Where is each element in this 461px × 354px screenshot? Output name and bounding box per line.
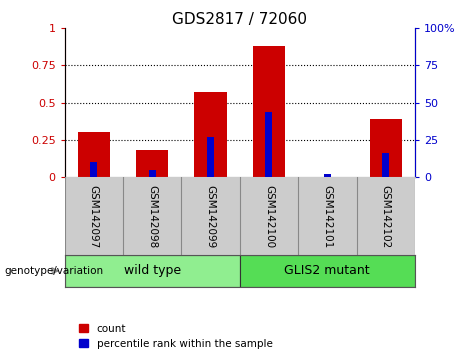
Bar bbox=[77, 132, 110, 177]
Bar bbox=[148, 170, 156, 177]
Text: GSM142100: GSM142100 bbox=[264, 185, 274, 248]
Text: GSM142098: GSM142098 bbox=[147, 185, 157, 248]
Bar bbox=[195, 92, 226, 177]
Text: wild type: wild type bbox=[124, 264, 181, 277]
Title: GDS2817 / 72060: GDS2817 / 72060 bbox=[172, 12, 307, 27]
Bar bbox=[90, 162, 97, 177]
Bar bbox=[324, 174, 331, 177]
Bar bbox=[370, 119, 402, 177]
Bar bbox=[65, 255, 240, 287]
Text: genotype/variation: genotype/variation bbox=[5, 266, 104, 276]
Bar bbox=[382, 153, 389, 177]
Text: GSM142102: GSM142102 bbox=[381, 185, 391, 248]
Bar bbox=[266, 112, 272, 177]
Legend: count, percentile rank within the sample: count, percentile rank within the sample bbox=[79, 324, 272, 349]
Text: GSM142101: GSM142101 bbox=[322, 185, 332, 248]
Text: GSM142097: GSM142097 bbox=[89, 185, 99, 248]
Bar bbox=[207, 137, 214, 177]
Bar bbox=[240, 255, 415, 287]
Text: GLIS2 mutant: GLIS2 mutant bbox=[284, 264, 370, 277]
Bar bbox=[253, 46, 285, 177]
Text: GSM142099: GSM142099 bbox=[206, 185, 216, 248]
Bar bbox=[136, 150, 168, 177]
